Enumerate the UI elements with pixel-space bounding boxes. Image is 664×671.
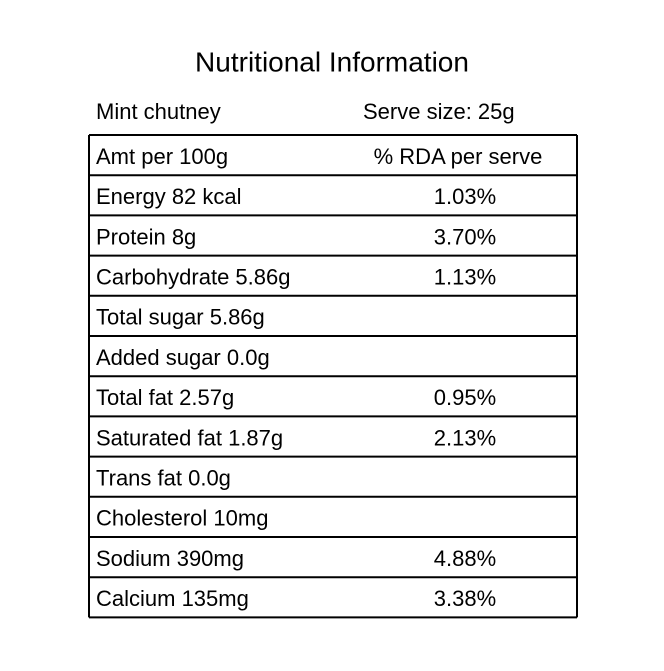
nutrient: Protein 8g [96,224,196,249]
nutrient: Cholesterol 10mg [96,506,268,531]
product-name: Mint chutney [96,99,221,124]
nutrient: Added sugar 0.0g [96,345,270,370]
rda-value: 2.13% [434,425,496,450]
serve-size: Serve size: 25g [363,99,515,124]
nutrient: Total sugar 5.86g [96,305,265,330]
nutrient: Total fat 2.57g [96,385,234,410]
rda-value: 0.95% [434,385,496,410]
nutrient: Trans fat 0.0g [96,466,231,491]
nutrient: Carbohydrate 5.86g [96,265,290,290]
nutrient: Saturated fat 1.87g [96,425,283,450]
nutrient: Calcium 135mg [96,586,249,611]
rda-value: 1.13% [434,265,496,290]
title: Nutritional Information [195,46,469,77]
rda-value: 3.70% [434,224,496,249]
column-header: Amt per 100g [96,144,228,169]
rda-value: 3.38% [434,586,496,611]
nutrient: Sodium 390mg [96,546,244,571]
column-header: % RDA per serve [374,144,543,169]
rda-value: 1.03% [434,184,496,209]
rda-value: 4.88% [434,546,496,571]
nutrient: Energy 82 kcal [96,184,242,209]
